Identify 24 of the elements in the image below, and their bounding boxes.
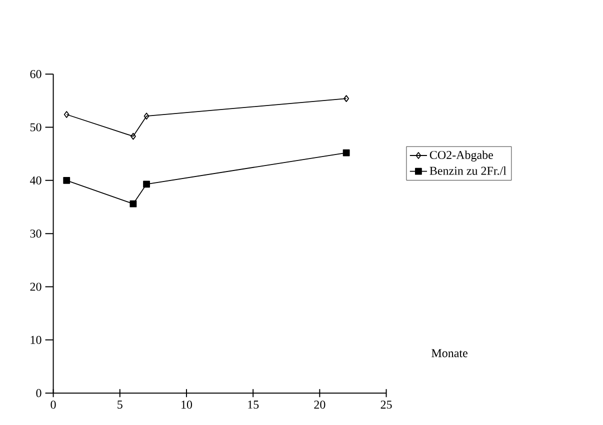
x-tick-label: 15 [248,400,259,409]
legend-label: CO2-Abgabe [430,150,493,162]
point [64,111,70,118]
x-tick-label: 10 [182,400,192,409]
y-tick-label: 60 [30,70,42,78]
y-tick-label: 20 [30,282,42,291]
x-tick-label: 5 [118,400,122,409]
y-tick-label: 50 [30,123,42,132]
point [130,200,137,208]
legend-label: Benzin zu 2Fr./l [430,166,506,175]
y-tick-label: 0 [36,389,42,398]
x-tick-label: 0 [50,400,56,409]
y-tick-label: 40 [30,176,42,184]
y-tick-label: 10 [30,336,42,344]
point [144,112,150,120]
x-axis-title: Monate [432,349,468,358]
y-tick-label: 30 [30,230,42,238]
x-tick-label: 25 [380,400,392,409]
point [342,149,350,156]
point [143,180,150,188]
point [130,132,136,140]
point [344,95,350,102]
point [63,176,70,184]
x-tick-label: 20 [314,400,326,409]
